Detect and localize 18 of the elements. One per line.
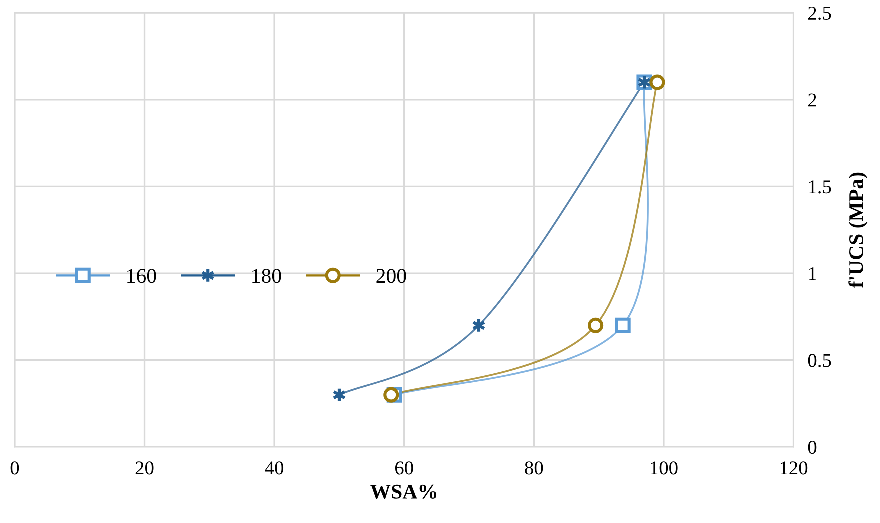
legend-label: 160 [128,269,156,284]
y-tick-label: 2 [808,94,816,107]
y-tick-label: 0 [808,440,817,454]
x-axis-title: WSA% [370,484,437,500]
x-tick-label: 0 [10,462,20,475]
y-axis-title: f'UCS (MPa) [848,172,868,288]
x-tick-label: 120 [780,462,808,475]
x-tick-label: 100 [651,462,678,475]
legend-label: 200 [376,269,406,284]
x-tick-label: 80 [525,462,544,475]
y-tick-label: 0.5 [808,354,832,368]
y-tick-label: 1 [809,267,816,280]
legend-label: 180 [252,269,282,284]
y-tick-label: 1.5 [809,180,832,194]
x-tick-label: 40 [265,462,284,475]
y-tick-label: 2.5 [808,6,832,20]
x-tick-label: 60 [395,462,414,475]
x-tick-label: 20 [136,462,154,475]
